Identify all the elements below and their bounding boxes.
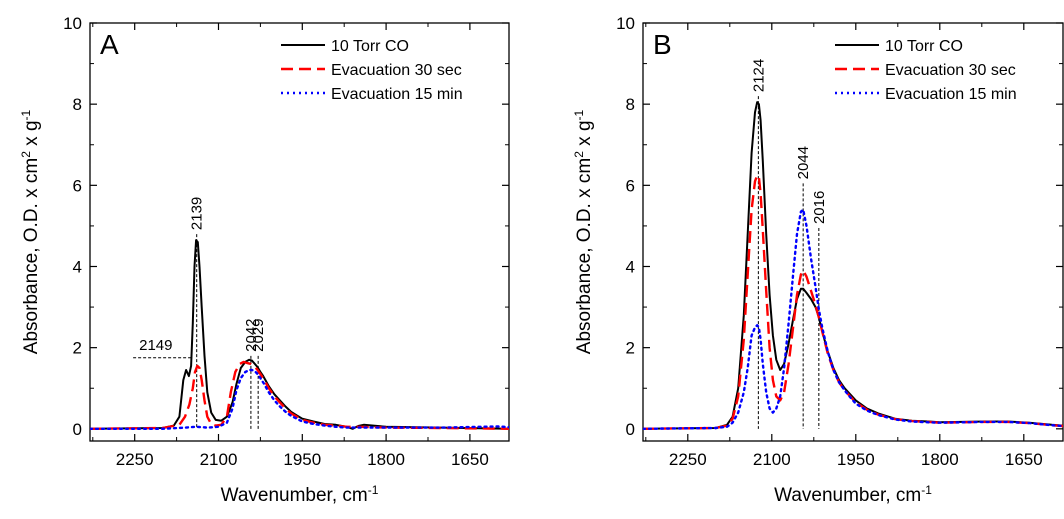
y-tick-label: 6 [626, 176, 635, 195]
x-tick-label: 2100 [753, 450, 791, 469]
legend-entry: 10 Torr CO [885, 38, 963, 55]
x-axis-title: Wavenumber, cm-1 [221, 483, 379, 506]
y-axis-title-mid: x g [574, 120, 595, 151]
series-line-evacuation-15-min [90, 368, 509, 430]
peak-label: 2029 [250, 318, 267, 351]
legend-entry: Evacuation 30 sec [331, 62, 462, 79]
series-line-10-torr-co [643, 101, 1063, 430]
y-tick-label: 2 [73, 339, 82, 358]
y-tick-label: 6 [73, 176, 82, 195]
y-axis-title: Absorbance, O.D. x cm2 x g-1 [19, 109, 42, 354]
panel-b: 2250 2100 1950 1800 1650 0 2 4 6 8 10 Wavenumber, c… [572, 14, 1064, 506]
y-tick-label: 8 [73, 95, 82, 114]
y-tick-label: 0 [626, 420, 635, 439]
y-tick-label: 8 [626, 95, 635, 114]
panel-a: 2250 2100 1950 1800 1650 0 2 4 6 8 10 Wavenumber, c… [19, 14, 510, 506]
y-axis-title-sup: 2 [572, 151, 586, 158]
x-tick-label: 1650 [1005, 450, 1043, 469]
y-axis-title-text: Absorbance, O.D. x cm [574, 158, 595, 354]
plot-frame [89, 22, 510, 442]
x-tick-label: 1800 [367, 450, 405, 469]
y-tick-label: 0 [73, 420, 82, 439]
series-group [90, 239, 509, 430]
peak-label: 2044 [795, 146, 812, 179]
y-axis-title-text: Absorbance, O.D. x cm [21, 158, 42, 354]
peak-label: 2139 [189, 197, 206, 230]
y-tick-label: 4 [73, 257, 82, 276]
series-line-evacuation-30-sec [90, 360, 509, 430]
x-tick-label: 1950 [283, 450, 321, 469]
x-axis-title-sup: -1 [921, 483, 932, 497]
y-axis-title-sup2: -1 [19, 109, 33, 120]
x-tick-label: 2250 [669, 450, 707, 469]
x-axis-title-text: Wavenumber, cm [221, 485, 368, 506]
series-line-evacuation-15-min [643, 208, 1063, 430]
y-tick-label: 2 [626, 339, 635, 358]
y-tick-label: 10 [63, 14, 82, 33]
panel-label: A [100, 29, 119, 60]
series-line-10-torr-co [90, 239, 509, 430]
y-tick-label: 10 [616, 14, 635, 33]
peak-label: 2124 [750, 59, 767, 92]
x-tick-label: 1800 [921, 450, 959, 469]
legend-entry: 10 Torr CO [331, 38, 409, 55]
x-tick-label: 1950 [837, 450, 875, 469]
series-line-evacuation-30-sec [643, 174, 1063, 430]
peak-label: 2016 [811, 191, 828, 224]
x-tick-label: 2100 [200, 450, 238, 469]
plot-frame [642, 22, 1064, 442]
x-tick-label: 2250 [116, 450, 154, 469]
x-axis-title: Wavenumber, cm-1 [774, 483, 932, 506]
x-axis-title-text: Wavenumber, cm [774, 485, 921, 506]
peak-label: 2042 [243, 318, 260, 351]
y-tick-label: 4 [626, 257, 635, 276]
y-axis-title-sup2: -1 [572, 109, 586, 120]
x-axis-title-sup: -1 [368, 483, 379, 497]
x-tick-label: 1650 [451, 450, 489, 469]
peak-label: 2149 [139, 337, 172, 354]
legend-entry: Evacuation 15 min [331, 86, 463, 103]
y-axis-title-mid: x g [21, 120, 42, 151]
legend-entry: Evacuation 15 min [885, 86, 1017, 103]
y-axis-title-sup: 2 [19, 151, 33, 158]
panel-label: B [653, 29, 672, 60]
legend-entry: Evacuation 30 sec [885, 62, 1016, 79]
series-group [643, 101, 1063, 430]
y-axis-title: Absorbance, O.D. x cm2 x g-1 [572, 109, 595, 354]
